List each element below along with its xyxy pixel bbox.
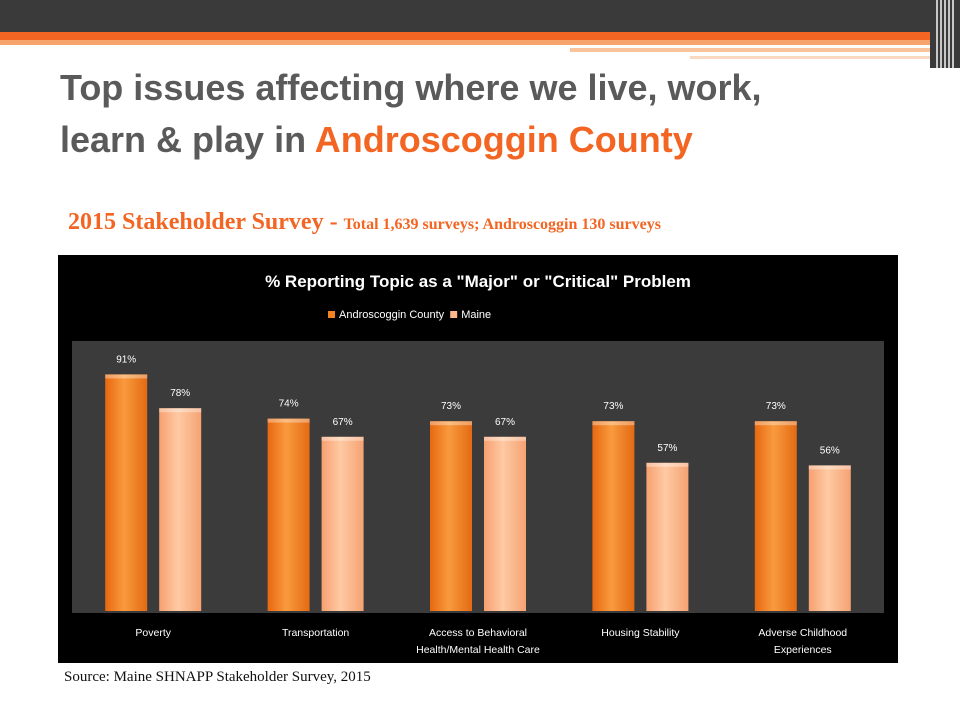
- category-label-4-1: Housing Stability: [601, 627, 680, 639]
- bar-highlight-1-4: [592, 421, 635, 426]
- chart-title: % Reporting Topic as a "Major" or "Criti…: [265, 272, 691, 291]
- category-label-5-2: Experiences: [774, 644, 832, 656]
- data-label-1-1: 91%: [116, 354, 136, 365]
- bar-maine-2: [321, 436, 364, 611]
- category-label-group: Poverty Transportation Access to Behaviora…: [135, 627, 847, 656]
- plot-area: [72, 341, 884, 613]
- title-line-2-prefix: learn & play in: [60, 119, 315, 161]
- accent-stripe-thin: [570, 48, 930, 52]
- bar-androscoggin-3: [430, 421, 472, 611]
- subtitle-main: 2015 Stakeholder Survey -: [68, 209, 344, 235]
- legend-swatch-2: [450, 311, 458, 318]
- header-bar: [0, 0, 960, 32]
- data-label-1-4: 73%: [603, 401, 623, 412]
- bar-androscoggin-5: [754, 421, 797, 611]
- accent-stripe-thinner: [690, 56, 930, 59]
- chart-legend: Androscoggin County Maine: [328, 309, 491, 321]
- category-label-3-2: Health/Mental Health Care: [416, 644, 540, 656]
- data-label-group: 91% 78% 74% 67% 73% 67% 73% 57% 73% 56%: [116, 354, 840, 456]
- data-label-2-1: 78%: [170, 388, 190, 399]
- source-note: Source: Maine SHNAPP Stakeholder Survey,…: [64, 669, 371, 685]
- slide-title: Top issues affecting where we live, work…: [60, 62, 920, 166]
- bar-highlight-2-4: [646, 462, 689, 467]
- data-label-2-5: 56%: [820, 445, 840, 456]
- bar-maine-1: [159, 408, 202, 611]
- accent-stripe-light: [0, 40, 930, 45]
- slide-subtitle: 2015 Stakeholder Survey - Total 1,639 su…: [68, 209, 928, 236]
- bar-chart-svg: % Reporting Topic as a "Major" or "Criti…: [72, 272, 884, 656]
- chart: % Reporting Topic as a "Major" or "Criti…: [58, 255, 898, 663]
- bar-highlight-1-1: [105, 374, 148, 379]
- bar-highlight-1-5: [754, 421, 797, 426]
- bar-highlight-2-1: [159, 408, 202, 413]
- category-label-1-1: Poverty: [135, 627, 171, 639]
- accent-stripe: [0, 32, 930, 40]
- bar-maine-4: [646, 462, 689, 611]
- data-label-2-3: 67%: [495, 417, 515, 428]
- bar-highlight-2-5: [808, 465, 851, 470]
- bar-androscoggin-4: [592, 421, 635, 611]
- legend-swatch-1: [328, 311, 335, 318]
- bar-androscoggin-1: [105, 374, 148, 611]
- legend-label-2: Maine: [461, 309, 491, 321]
- header-decoration: [936, 0, 954, 68]
- subtitle-detail: Total 1,639 surveys; Androscoggin 130 su…: [343, 216, 661, 233]
- category-label-2-1: Transportation: [282, 627, 349, 639]
- category-label-3-1: Access to Behavioral: [429, 627, 527, 639]
- data-label-1-2: 74%: [279, 399, 299, 410]
- category-label-5-1: Adverse Childhood: [758, 627, 847, 639]
- bar-highlight-2-3: [484, 436, 526, 441]
- bar-highlight-1-2: [267, 418, 310, 423]
- bar-highlight-2-2: [321, 436, 364, 441]
- data-label-1-5: 73%: [766, 401, 786, 412]
- bar-group: [105, 374, 851, 611]
- title-line-1: Top issues affecting where we live, work…: [60, 67, 762, 108]
- bar-androscoggin-2: [267, 418, 310, 611]
- bar-highlight-1-3: [430, 421, 472, 426]
- bar-maine-5: [808, 465, 851, 611]
- data-label-1-3: 73%: [441, 401, 461, 412]
- data-label-2-4: 57%: [657, 443, 677, 454]
- bar-maine-3: [484, 436, 526, 611]
- legend-label-1: Androscoggin County: [339, 309, 445, 321]
- title-county: Androscoggin County: [314, 119, 693, 161]
- data-label-2-2: 67%: [333, 417, 353, 428]
